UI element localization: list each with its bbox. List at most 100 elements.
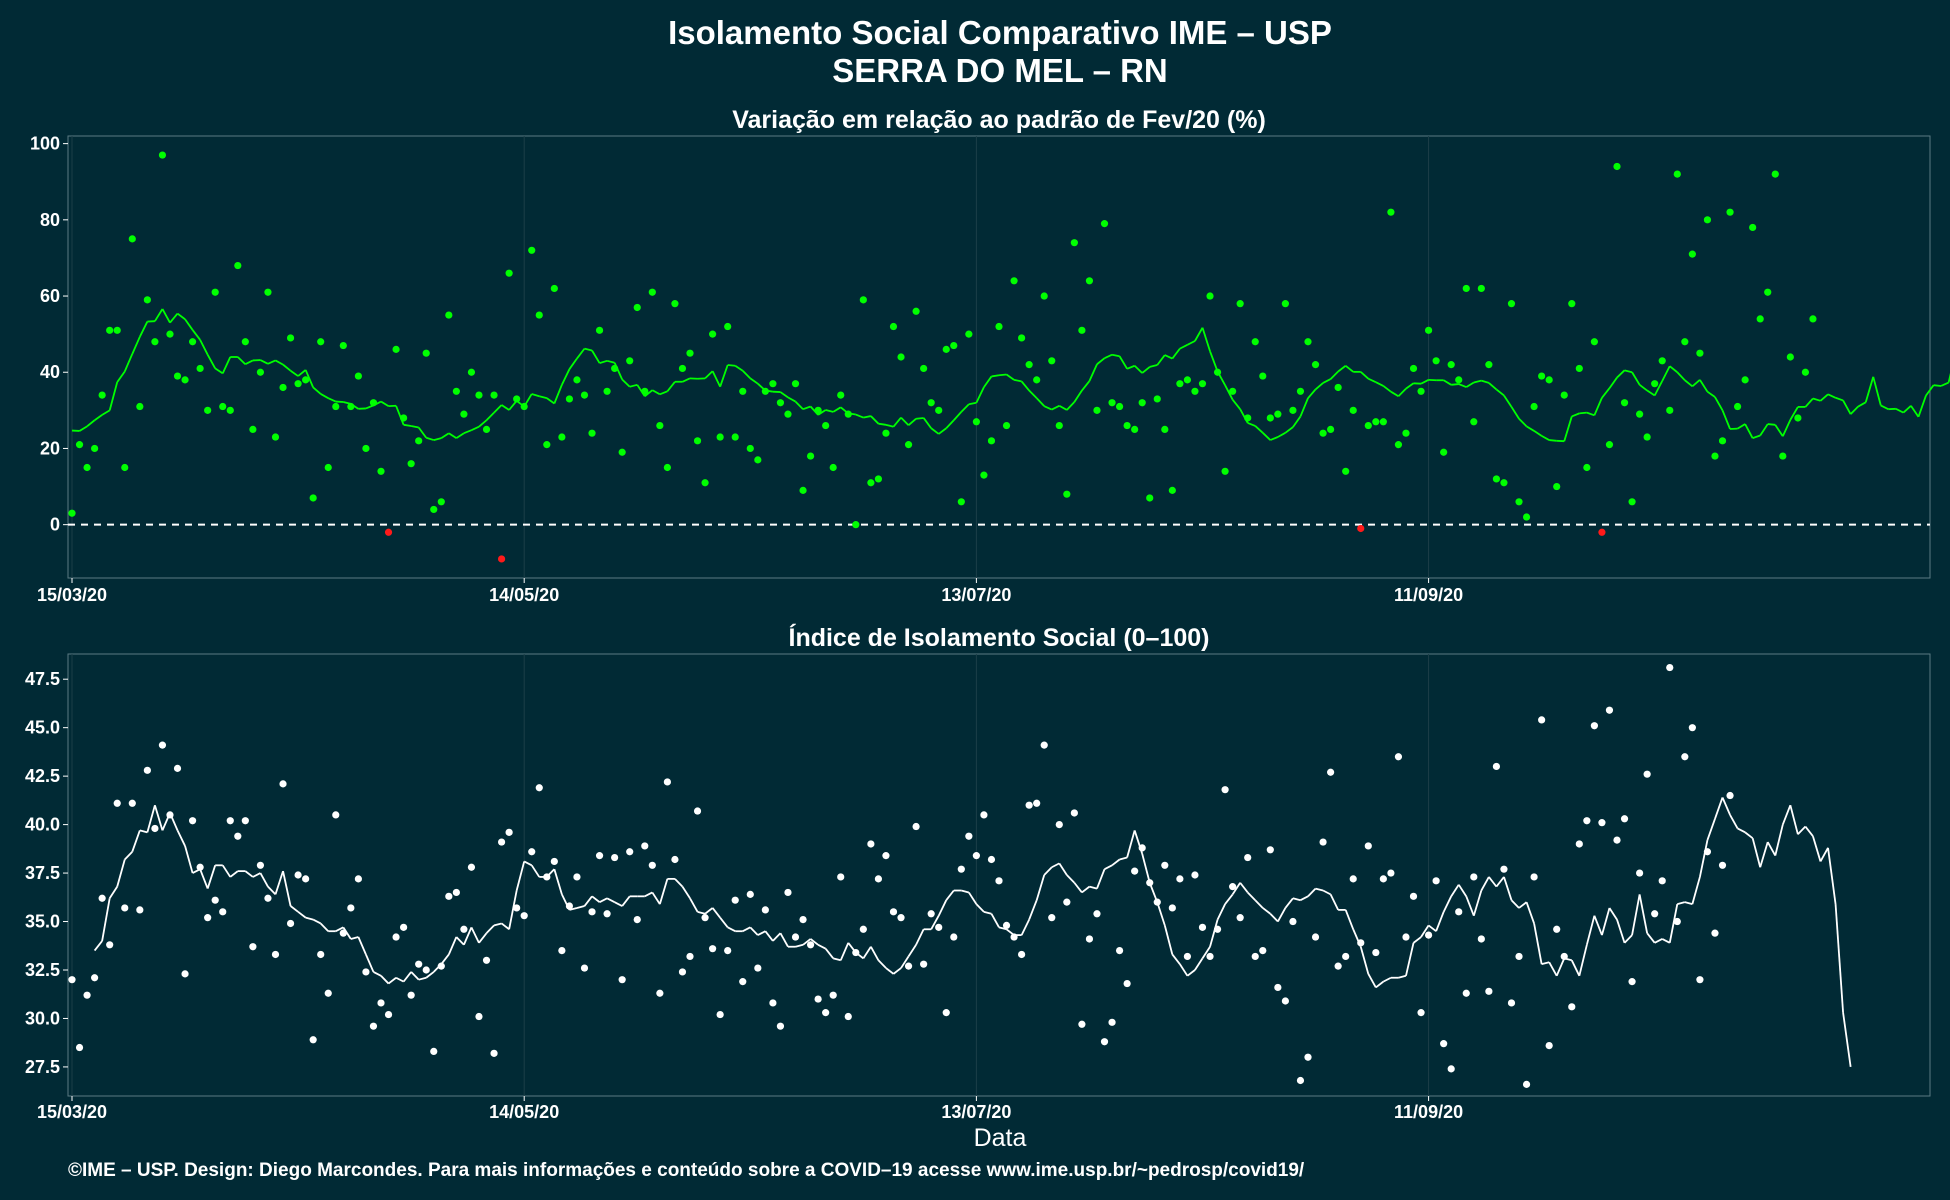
data-point (1470, 873, 1478, 881)
data-point (1605, 441, 1614, 449)
data-point (1115, 402, 1124, 411)
data-point (1779, 452, 1787, 460)
data-point (1462, 284, 1470, 293)
data-point (957, 865, 965, 873)
data-point (1786, 353, 1794, 361)
data-point (1718, 861, 1727, 869)
data-point (445, 892, 453, 900)
rolling-mean-segment (832, 957, 841, 962)
data-point (543, 441, 551, 449)
rolling-mean-segment (1677, 901, 1686, 905)
rolling-mean-segment (282, 363, 292, 372)
rolling-mean-segment (1126, 830, 1136, 858)
data-point (204, 406, 212, 414)
data-point (377, 467, 385, 475)
data-point (1749, 223, 1757, 232)
data-point (987, 855, 996, 864)
data-point (1334, 962, 1342, 970)
data-point (746, 890, 754, 898)
rolling-mean-segment (478, 419, 488, 428)
rolling-mean-segment (779, 932, 789, 948)
rolling-mean-segment (501, 404, 510, 411)
rolling-mean-segment (1541, 961, 1550, 966)
data-point (633, 915, 641, 924)
rolling-mean-segment (983, 375, 993, 388)
data-point (1251, 952, 1259, 961)
rolling-mean-segment (1586, 411, 1595, 417)
rolling-mean-segment (1375, 381, 1384, 387)
rolling-mean-segment (1525, 901, 1535, 924)
rolling-mean-segment (1382, 385, 1392, 393)
rolling-mean-segment (448, 936, 458, 955)
rolling-mean-segment (199, 339, 209, 356)
rolling-mean-segment (1066, 874, 1076, 884)
rolling-mean-segment (1465, 381, 1475, 388)
rolling-mean-segment (402, 971, 412, 983)
data-point (1002, 421, 1011, 430)
rolling-mean-segment (1149, 364, 1158, 368)
data-point (558, 433, 566, 441)
data-point (1100, 220, 1109, 228)
rolling-mean-segment (704, 907, 714, 915)
rolling-mean-segment (1842, 1012, 1852, 1068)
data-point (1440, 1040, 1448, 1048)
rolling-mean-segment (975, 903, 985, 913)
data-point (475, 1012, 483, 1021)
data-point (995, 877, 1003, 885)
rolling-mean-segment (1623, 934, 1633, 944)
data-point (339, 929, 347, 937)
rolling-mean-segment (139, 829, 148, 834)
rolling-mean-segment (1194, 957, 1204, 971)
rolling-mean-segment (1653, 380, 1664, 396)
rolling-mean-segment (116, 859, 126, 887)
rolling-mean-segment (885, 967, 895, 975)
data-point (279, 383, 287, 392)
data-point (1455, 376, 1463, 384)
rolling-mean-segment (1277, 432, 1286, 438)
data-point (1515, 498, 1523, 506)
rolling-mean-segment (260, 359, 269, 365)
data-point (1085, 277, 1094, 285)
data-point (595, 852, 604, 860)
rolling-mean-segment (1179, 963, 1189, 977)
data-point (407, 991, 415, 999)
data-point (995, 322, 1003, 331)
data-point (1394, 753, 1403, 761)
data-point (520, 402, 528, 411)
data-point (1568, 300, 1576, 308)
data-point (776, 1022, 785, 1030)
data-point (83, 463, 91, 472)
data-point (158, 741, 167, 749)
rolling-mean-segment (568, 358, 578, 370)
rolling-mean-segment (795, 943, 804, 948)
rolling-mean-segment (1156, 901, 1166, 926)
rolling-mean-segment (1337, 365, 1347, 373)
rolling-mean-segment (553, 868, 563, 895)
rolling-mean-segment (1646, 389, 1656, 397)
data-point (264, 288, 272, 296)
rolling-mean-segment (878, 422, 887, 426)
rolling-mean-segment (682, 377, 691, 383)
rolling-mean-segment (576, 905, 585, 909)
data-point (1296, 387, 1305, 395)
rolling-mean-segment (1691, 379, 1701, 388)
data-point (829, 991, 837, 999)
rolling-mean-segment (1473, 379, 1482, 384)
data-point (1364, 842, 1372, 850)
data-point (1055, 421, 1063, 430)
data-point (249, 943, 257, 951)
data-point (354, 372, 362, 380)
data-point (867, 479, 875, 487)
data-point (1093, 406, 1101, 414)
rolling-mean-segment (1737, 827, 1746, 834)
rolling-mean-segment (1751, 837, 1762, 868)
data-point (1643, 433, 1651, 441)
rolling-mean-segment (1729, 814, 1739, 829)
data-point (1033, 799, 1041, 807)
rolling-mean-segment (727, 364, 736, 367)
rolling-mean-segment (711, 907, 721, 919)
rolling-mean-segment (1247, 891, 1256, 901)
rolling-mean-segment (1006, 373, 1015, 381)
data-point (1025, 361, 1033, 369)
rolling-mean-segment (1638, 894, 1649, 934)
